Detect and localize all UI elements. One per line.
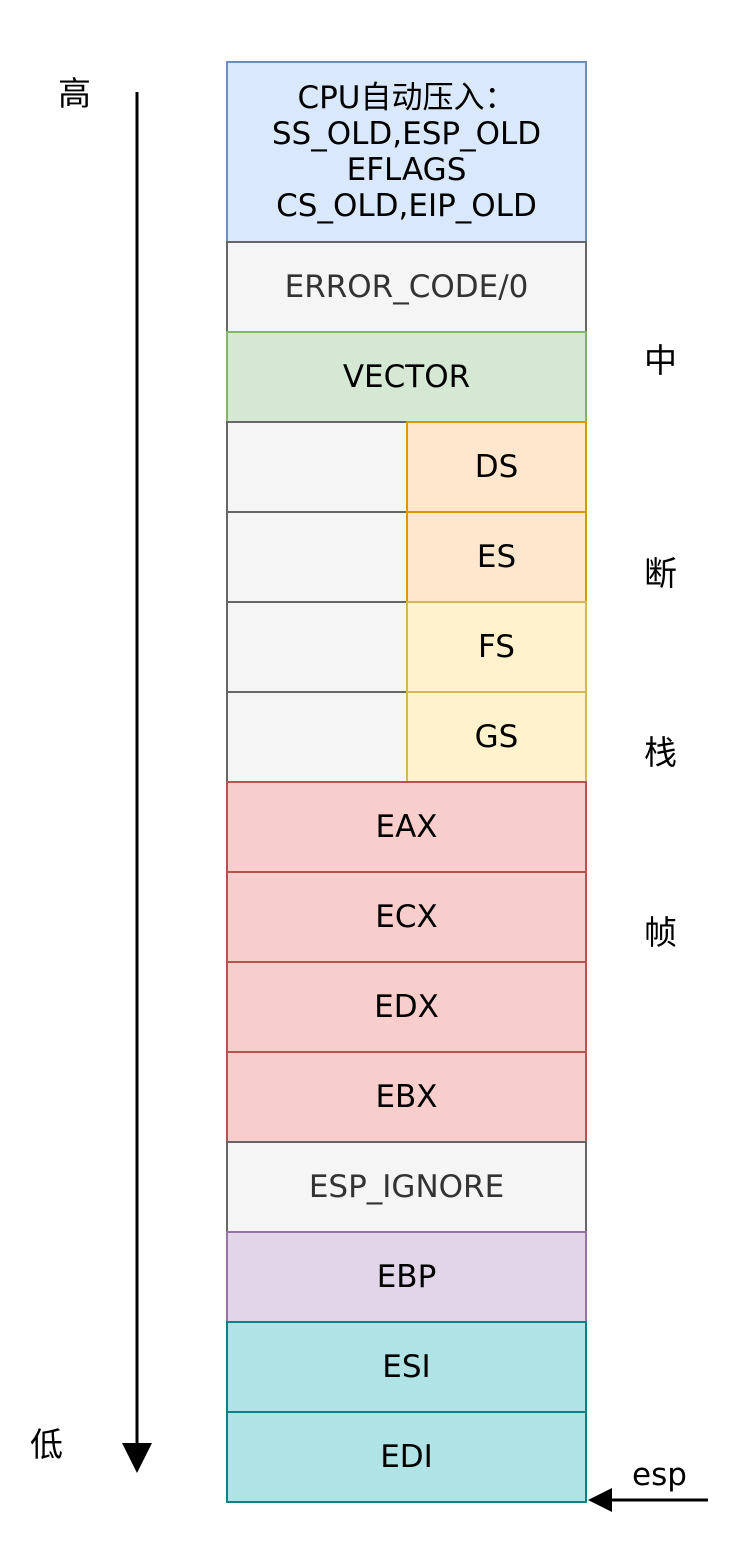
ds-cell: DS (406, 421, 587, 513)
esp-ignore-cell: ESP_IGNORE (226, 1141, 587, 1233)
gs-padding-cell (226, 691, 408, 783)
ebp-cell: EBP (226, 1231, 587, 1323)
label-low: 低 (30, 1425, 63, 1464)
eax-cell: EAX (226, 781, 587, 873)
edx-cell: EDX (226, 961, 587, 1053)
es-padding-cell (226, 511, 408, 603)
ebx-cell: EBX (226, 1051, 587, 1143)
cpu-push-line-1: CPU自动压入： (297, 80, 516, 116)
fs-padding-cell (226, 601, 408, 693)
side-title-char-3: 栈 (644, 733, 677, 772)
cpu-push-line-4: CS_OLD,EIP_OLD (276, 188, 537, 224)
label-high: 高 (58, 74, 91, 113)
high-to-low-arrow (122, 92, 152, 1473)
cpu-auto-push-cell: CPU自动压入： SS_OLD,ESP_OLD EFLAGS CS_OLD,EI… (226, 61, 587, 243)
label-esp: esp (632, 1457, 687, 1493)
cpu-push-line-3: EFLAGS (346, 152, 467, 188)
es-cell: ES (406, 511, 587, 603)
esi-cell: ESI (226, 1321, 587, 1413)
side-title-char-4: 帧 (644, 913, 677, 952)
edi-cell: EDI (226, 1411, 587, 1503)
fs-cell: FS (406, 601, 587, 693)
side-title-char-2: 断 (644, 554, 677, 593)
gs-cell: GS (406, 691, 587, 783)
ecx-cell: ECX (226, 871, 587, 963)
ds-padding-cell (226, 421, 408, 513)
cpu-push-line-2: SS_OLD,ESP_OLD (271, 116, 542, 152)
side-title-char-1: 中 (644, 341, 677, 380)
vector-cell: VECTOR (226, 331, 587, 423)
esp-pointer-arrow (588, 1488, 708, 1512)
error-code-cell: ERROR_CODE/0 (226, 241, 587, 333)
